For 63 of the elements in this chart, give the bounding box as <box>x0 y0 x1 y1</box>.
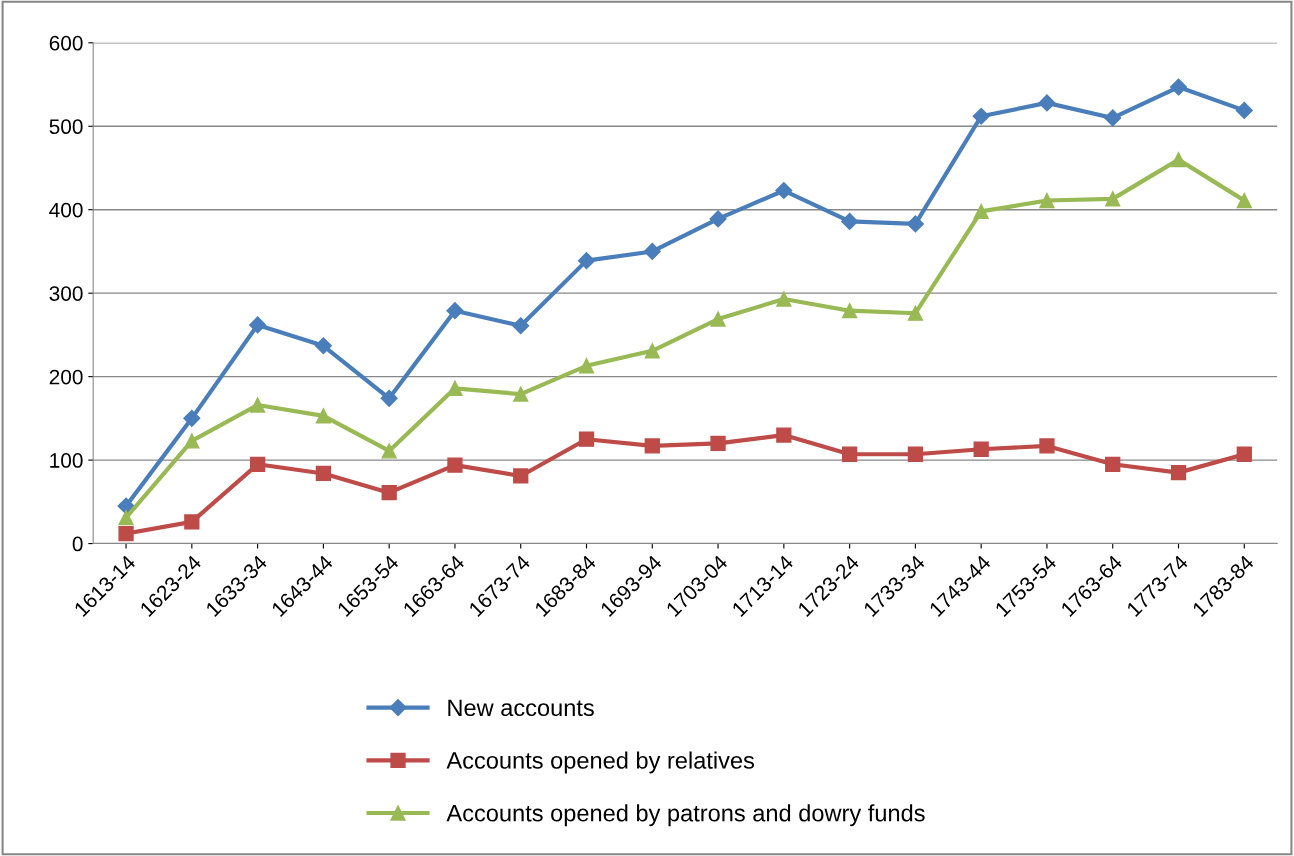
point <box>447 380 463 396</box>
point <box>1235 101 1253 119</box>
point <box>973 441 989 457</box>
point <box>314 337 332 355</box>
point <box>1169 78 1188 96</box>
point <box>513 386 529 402</box>
point <box>578 358 595 374</box>
legend-label: Accounts opened by patrons and dowry funds <box>446 804 925 827</box>
point <box>644 343 660 359</box>
legend-label: Accounts opened by relatives <box>446 751 755 774</box>
y-tick-label: 500 <box>49 119 83 135</box>
point <box>776 291 792 307</box>
point <box>381 443 397 459</box>
point <box>513 468 529 484</box>
point <box>315 408 332 424</box>
point <box>1105 191 1121 207</box>
point <box>841 303 858 319</box>
point <box>1170 464 1187 481</box>
point <box>249 397 266 413</box>
legend-label: New accounts <box>448 699 594 717</box>
point <box>1039 192 1055 209</box>
point <box>907 305 924 321</box>
point <box>1039 438 1055 454</box>
y-tick-label: 0 <box>72 536 83 552</box>
point <box>1104 109 1122 127</box>
point <box>1170 152 1187 168</box>
point <box>643 242 661 261</box>
y-tick-label: 200 <box>49 369 83 385</box>
point <box>972 107 990 125</box>
point <box>447 457 463 473</box>
point <box>710 311 726 327</box>
y-tick-label: 400 <box>49 202 83 218</box>
point <box>906 215 924 233</box>
point <box>381 485 397 501</box>
point <box>446 302 464 320</box>
point <box>644 438 660 454</box>
point <box>512 317 530 335</box>
point <box>841 212 859 230</box>
point <box>907 446 924 462</box>
point <box>184 433 200 449</box>
point <box>184 514 200 530</box>
y-tick-label: 100 <box>50 453 83 468</box>
point <box>315 465 332 482</box>
point <box>577 252 596 270</box>
point <box>1038 94 1056 112</box>
y-tick-label: 600 <box>49 35 83 51</box>
point <box>710 435 726 452</box>
point <box>1236 192 1252 209</box>
point <box>183 409 201 427</box>
point <box>776 427 792 443</box>
point <box>973 203 989 220</box>
point <box>380 389 398 407</box>
point <box>578 431 595 447</box>
point <box>118 510 134 526</box>
y-tick-label: 300 <box>49 286 83 301</box>
point <box>775 181 793 200</box>
point <box>709 210 727 228</box>
point <box>841 446 858 462</box>
point <box>1236 446 1252 462</box>
point <box>249 316 267 334</box>
point <box>1105 456 1121 472</box>
point <box>249 456 266 472</box>
point <box>118 525 134 542</box>
